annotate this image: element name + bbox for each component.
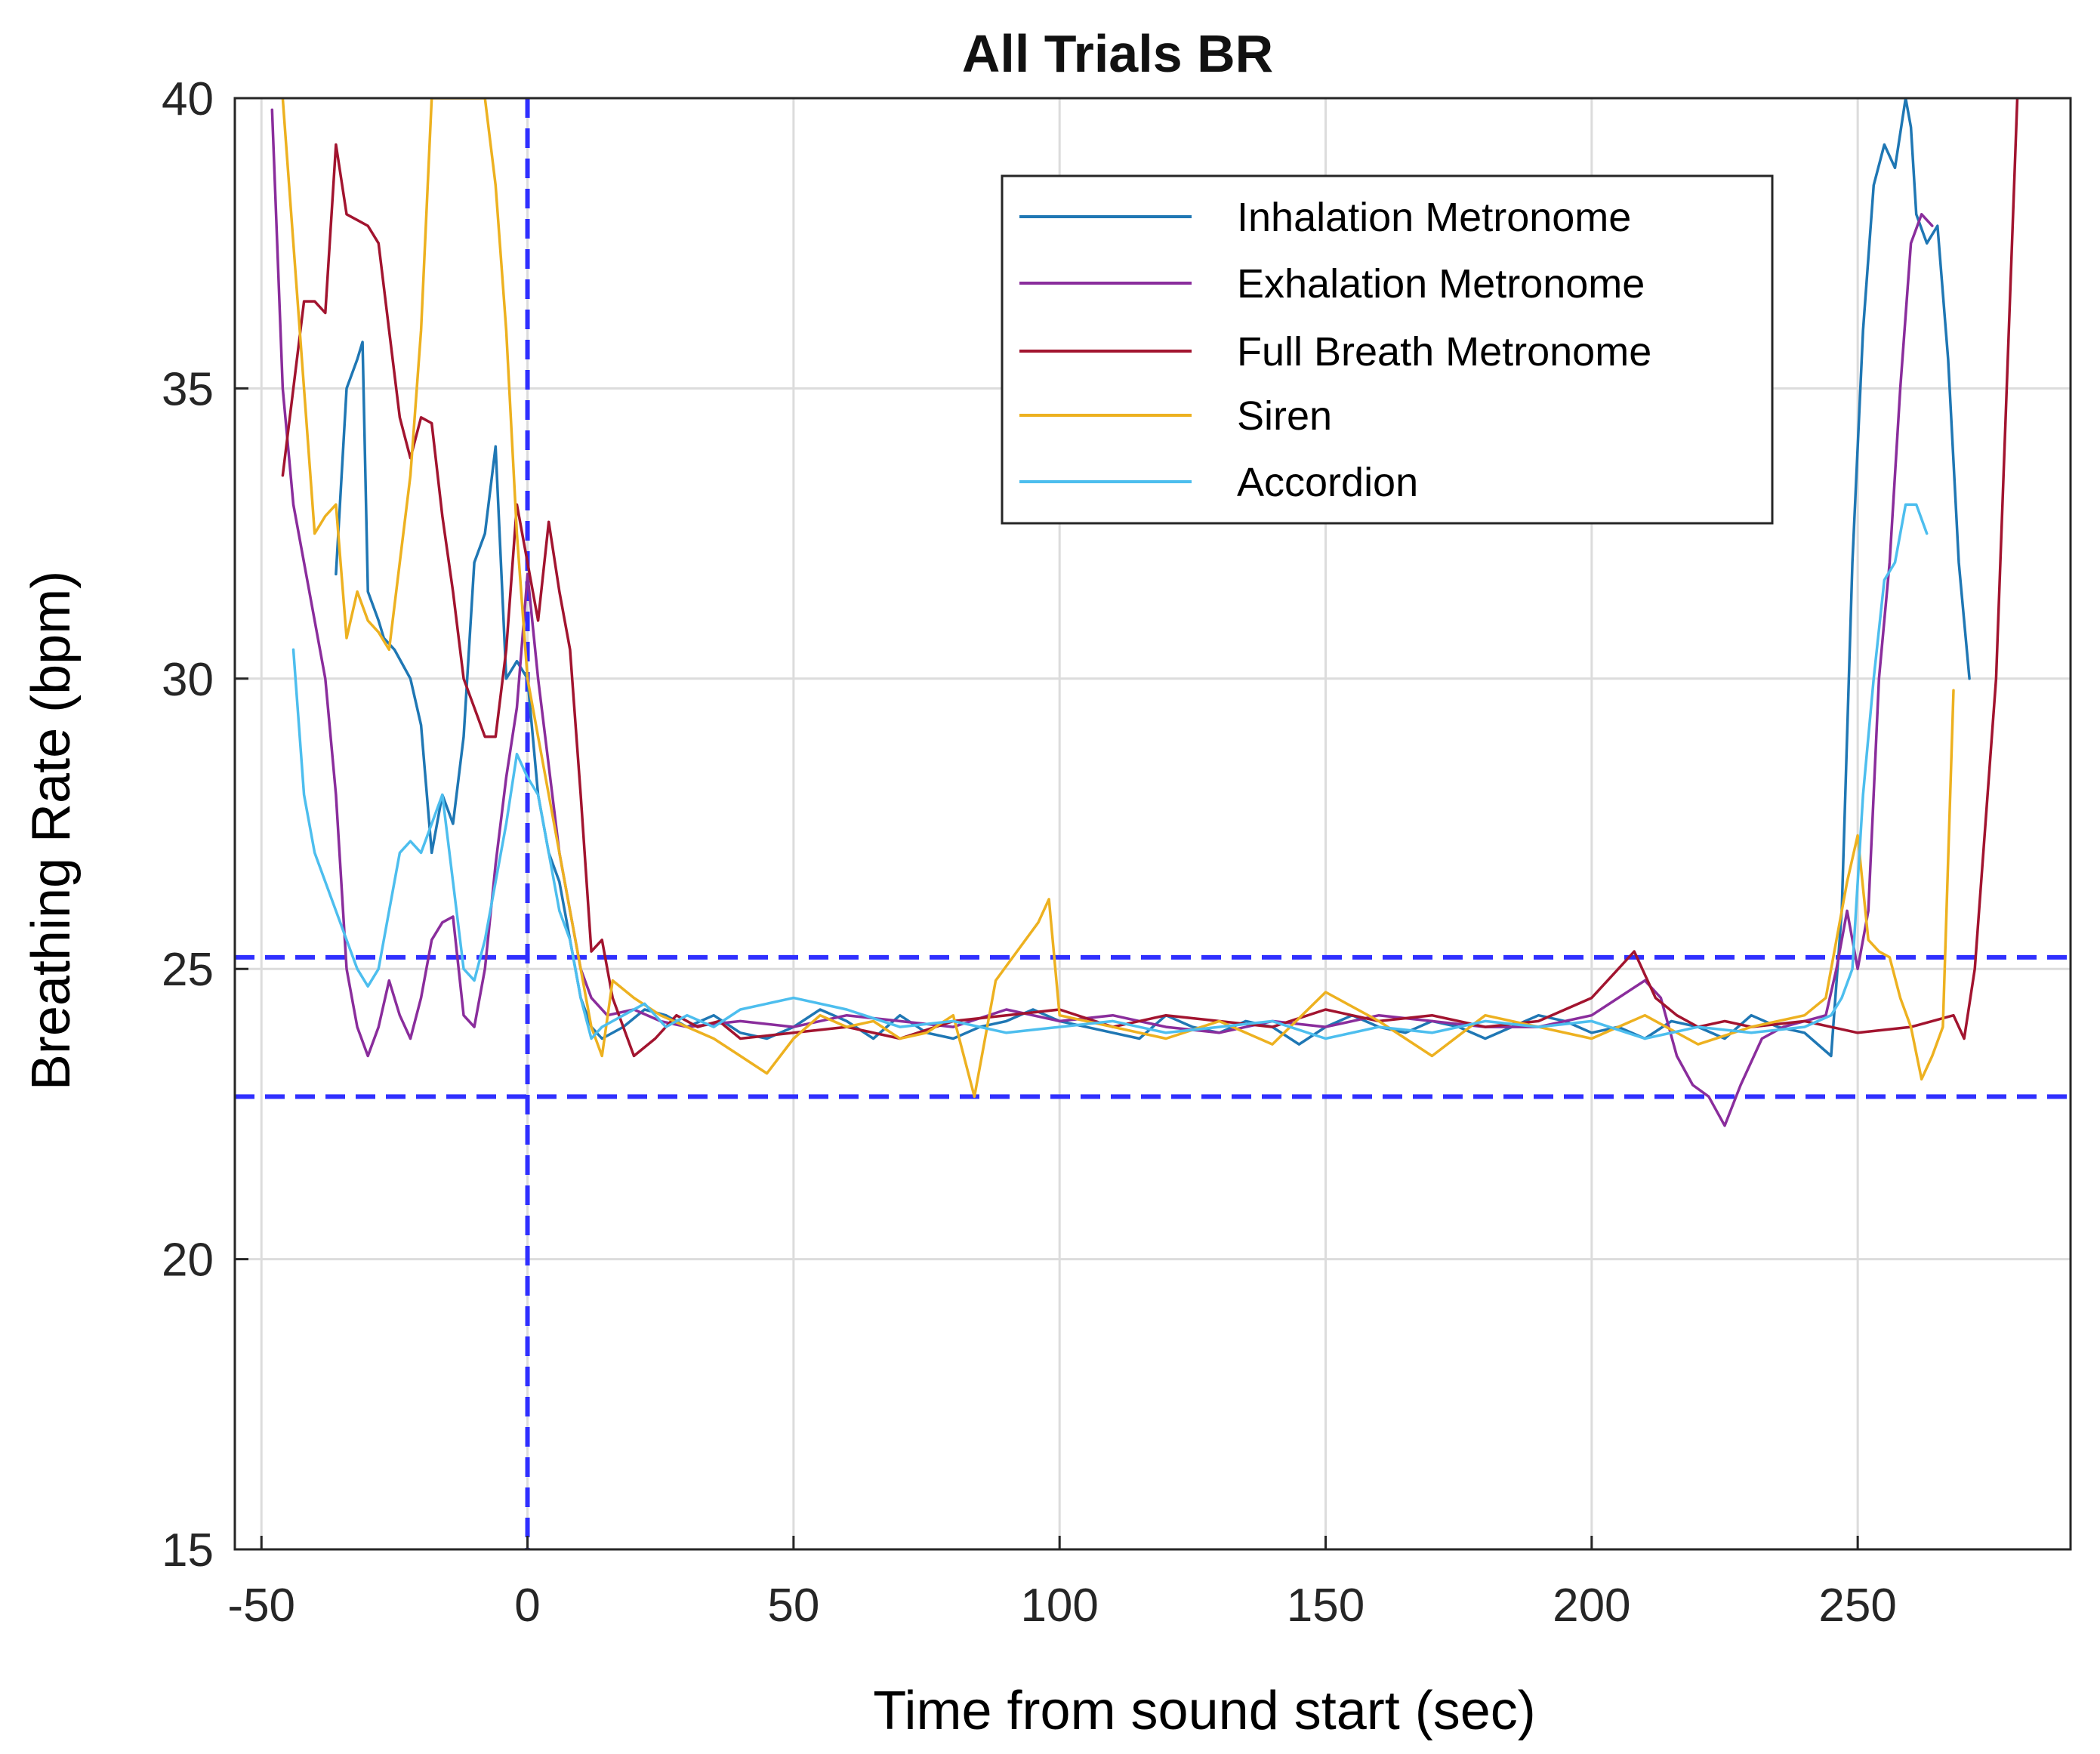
y-tick-label: 30 — [162, 654, 214, 706]
x-tick-label: 100 — [1020, 1580, 1098, 1632]
legend-label-full-breath: Full Breath Metronome — [1237, 329, 1651, 375]
plot-area-frame — [233, 97, 2072, 1551]
y-tick-label: 35 — [162, 363, 214, 415]
x-tick-label: 250 — [1818, 1580, 1896, 1632]
x-tick-label: 0 — [514, 1580, 540, 1632]
y-axis-label: Breathing Rate (bpm) — [21, 571, 82, 1090]
y-tick-label: 20 — [162, 1235, 214, 1287]
series-line-siren — [281, 98, 1955, 1099]
legend-label-inhalation: Inhalation Metronome — [1237, 195, 1631, 240]
chart-title: All Trials BR — [962, 24, 1273, 83]
legend-label-siren: Siren — [1237, 393, 1332, 439]
y-tick-label: 15 — [162, 1524, 214, 1577]
legend-label-exhalation: Exhalation Metronome — [1237, 261, 1645, 307]
y-tick-label: 40 — [162, 73, 214, 125]
x-tick-label: 200 — [1553, 1580, 1630, 1632]
series-line-accordion — [291, 503, 1929, 1040]
y-tick-label: 25 — [162, 944, 214, 996]
series-lines — [270, 98, 2019, 1127]
x-axis-label: Time from sound start (sec) — [873, 1681, 1536, 1741]
series-line-inhalation-metronome — [335, 98, 1971, 1058]
axis-ticks: -50 0 50 100 150 200 250 15 20 25 30 35 40 — [162, 73, 1897, 1632]
x-tick-label: 150 — [1287, 1580, 1365, 1632]
x-tick-label: -50 — [227, 1580, 295, 1632]
reference-lines — [235, 98, 2071, 1549]
legend-label-accordion: Accordion — [1237, 460, 1418, 505]
legend: Inhalation Metronome Exhalation Metronom… — [1001, 174, 1774, 525]
x-tick-label: 50 — [767, 1580, 819, 1632]
